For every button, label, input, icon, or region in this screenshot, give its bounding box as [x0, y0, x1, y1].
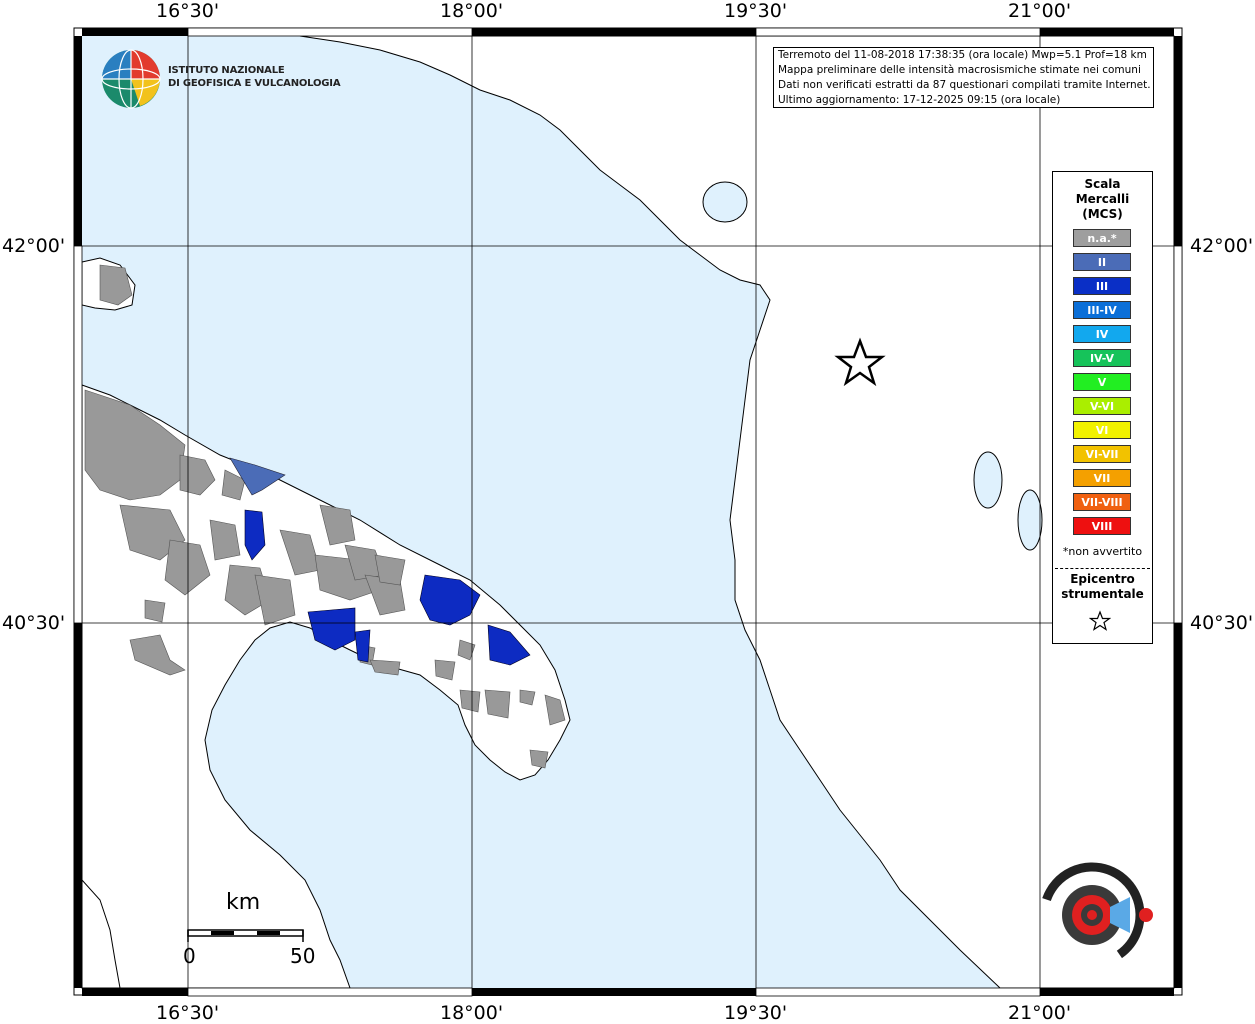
legend-item: V-VI: [1073, 397, 1131, 415]
legend-item: II: [1073, 253, 1131, 271]
grey-municipalities: [84, 264, 566, 769]
legend-title-line1: Scala: [1084, 177, 1121, 191]
lake-shkoder: [702, 181, 748, 223]
legend-item: III: [1073, 277, 1131, 295]
legend-item: VI-VII: [1073, 445, 1131, 463]
legend-star-icon: [1089, 610, 1111, 631]
lon-label-bottom-4: 21°00': [1008, 1002, 1072, 1024]
ingv-logo: [100, 48, 315, 110]
graticule: [74, 28, 1182, 995]
lon-label-top-2: 18°00': [440, 0, 504, 22]
map-frame: [73, 27, 1183, 997]
event-info-box: Terremoto del 11-08-2018 17:38:35 (ora l…: [773, 47, 1154, 108]
scalebar-max: 50: [290, 944, 316, 968]
legend-item: n.a.*: [1073, 229, 1131, 247]
municipality-intensity-II: [229, 457, 286, 496]
lat-label-left-2: 40°30': [2, 612, 66, 634]
epicenter-star-icon: [834, 337, 886, 387]
legend-item: IV: [1073, 325, 1131, 343]
scalebar-min: 0: [183, 944, 196, 968]
balkan-landmass: [299, 35, 1175, 989]
lon-label-top-4: 21°00': [1008, 0, 1072, 22]
legend-title: Scala Mercalli (MCS): [1053, 177, 1152, 222]
legend-item: IV-V: [1073, 349, 1131, 367]
legend-separator: [1055, 568, 1150, 569]
legend-title-line2: Mercalli: [1075, 192, 1130, 206]
scale-bar: [187, 929, 304, 942]
lake-ohrid: [973, 451, 1003, 509]
legend-item: VII-VIII: [1073, 493, 1131, 511]
intensity-III-municipalities: [244, 509, 531, 666]
event-info-line3: Dati non verificati estratti da 87 quest…: [778, 79, 1151, 91]
lon-label-bottom-2: 18°00': [440, 1002, 504, 1024]
haisentito-logo: [1039, 862, 1153, 968]
lat-label-left-1: 42°00': [2, 235, 66, 257]
legend-epicenter-label: Epicentro strumentale: [1053, 572, 1152, 602]
legend-item: VI: [1073, 421, 1131, 439]
ingv-name: ISTITUTO NAZIONALE DI GEOFISICA E VULCAN…: [168, 64, 341, 90]
lon-label-bottom-3: 19°30': [724, 1002, 788, 1024]
legend-item: V: [1073, 373, 1131, 391]
event-info-line2: Mappa preliminare delle intensità macros…: [778, 64, 1141, 76]
lake-prespa: [1017, 489, 1043, 551]
ingv-globe-icon: [101, 49, 161, 109]
ingv-name-line2: DI GEOFISICA E VULCANOLOGIA: [168, 78, 341, 89]
lon-label-top-1: 16°30': [156, 0, 220, 22]
lat-label-right-2: 40°30': [1190, 612, 1254, 634]
legend-item: III-IV: [1073, 301, 1131, 319]
event-info-line1: Terremoto del 11-08-2018 17:38:35 (ora l…: [778, 49, 1147, 61]
legend-note: *non avvertito: [1062, 545, 1143, 558]
legend-item: VII: [1073, 469, 1131, 487]
lon-label-bottom-1: 16°30': [156, 1002, 220, 1024]
legend-item: VIII: [1073, 517, 1131, 535]
italy-landmass: [81, 384, 571, 989]
legend-epicenter-line1: Epicentro: [1070, 572, 1135, 586]
event-info-line4: Ultimo aggiornamento: 17-12-2025 09:15 (…: [778, 94, 1061, 106]
lat-label-right-1: 42°00': [1190, 235, 1254, 257]
legend-epicenter-line2: strumentale: [1061, 587, 1144, 601]
legend-title-line3: (MCS): [1082, 207, 1123, 221]
mcs-legend: Scala Mercalli (MCS) n.a.* II III III-IV IV I…: [1052, 171, 1153, 644]
ingv-name-line1: ISTITUTO NAZIONALE: [168, 65, 285, 76]
scalebar-unit: km: [226, 890, 261, 915]
lon-label-top-3: 19°30': [724, 0, 788, 22]
